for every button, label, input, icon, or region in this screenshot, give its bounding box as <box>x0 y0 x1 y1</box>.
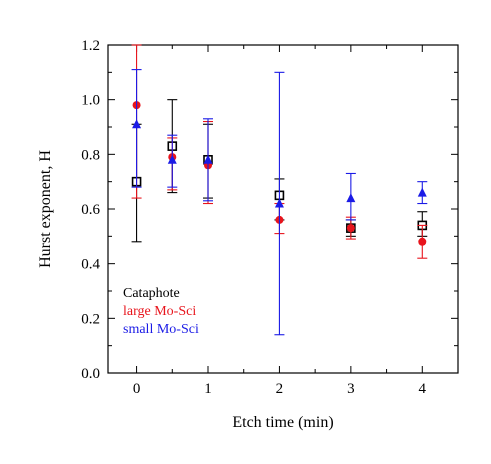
y-tick-label: 0.2 <box>81 311 100 327</box>
y-tick-label: 1.2 <box>81 38 100 54</box>
x-axis-ticks: 0 1 2 3 4 <box>133 45 459 397</box>
y-tick-label: 0.0 <box>81 366 100 382</box>
series-small-mo-sci <box>131 69 428 336</box>
legend-entry-large-mo-sci: large Mo-Sci <box>123 304 196 319</box>
data-point-triangle <box>274 198 284 208</box>
y-tick-label: 1.0 <box>81 93 100 109</box>
data-point-triangle <box>417 187 427 197</box>
y-tick-label: 0.8 <box>81 147 100 163</box>
data-point-circle <box>418 237 427 246</box>
x-tick-label: 0 <box>133 381 141 397</box>
y-tick-label: 0.6 <box>81 202 100 218</box>
x-tick-label: 2 <box>276 381 284 397</box>
x-tick-label: 4 <box>419 381 427 397</box>
y-tick-label: 0.4 <box>81 257 100 273</box>
y-axis-ticks: 0.0 0.2 0.4 0.6 0.8 1.0 1.2 <box>81 38 458 382</box>
y-axis-label: Hurst exponent, H <box>37 150 54 268</box>
data-point-triangle <box>203 154 213 164</box>
data-point-circle <box>346 224 355 233</box>
data-series <box>131 44 428 336</box>
x-tick-label: 1 <box>204 381 212 397</box>
data-point-triangle <box>346 193 356 203</box>
legend-entry-cataphote: Cataphote <box>123 286 180 301</box>
legend-entry-small-mo-sci: small Mo-Sci <box>123 322 199 337</box>
data-point-triangle <box>167 154 177 164</box>
x-axis-label: Etch time (min) <box>232 414 333 431</box>
x-tick-label: 3 <box>347 381 355 397</box>
data-point-triangle <box>132 119 142 129</box>
legend: Cataphote large Mo-Sci small Mo-Sci <box>123 286 199 337</box>
